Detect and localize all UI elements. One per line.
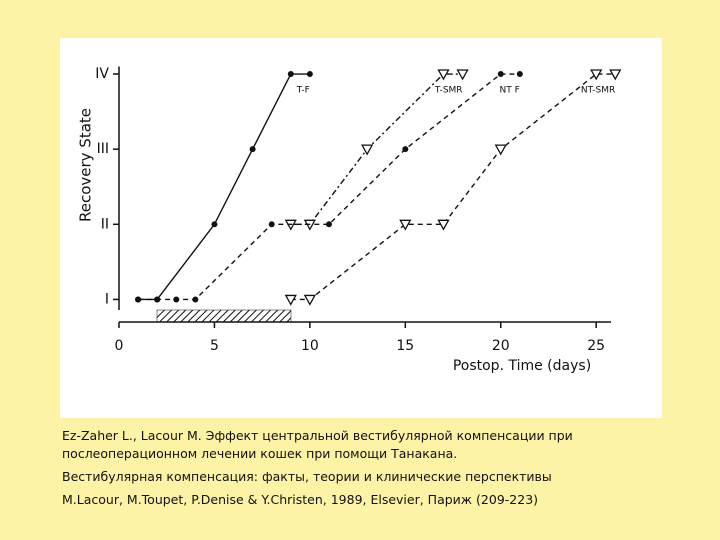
series-line (138, 73, 310, 301)
point (173, 296, 180, 303)
point (325, 221, 332, 228)
caption-line: Ez-Zaher L., Lacour M. Эффект центрально… (62, 428, 573, 443)
point (192, 296, 199, 303)
caption-line: Вестибулярная компенсация: факты, теории… (62, 469, 552, 484)
x-tick-label: 25 (587, 338, 605, 354)
caption-line: послеоперационном лечении кошек при помо… (62, 446, 458, 461)
series-label: NT-SMR (581, 86, 615, 96)
chart: Recovery State Postop. Time (days) IIIII… (60, 38, 662, 418)
y-tick-label: I (105, 291, 109, 307)
series-label: T-SMR (434, 86, 463, 96)
y-tick-label: III (97, 141, 109, 157)
x-tick-label: 15 (396, 338, 414, 354)
x-tick-label: 20 (492, 338, 510, 354)
point (306, 71, 313, 78)
caption-line: M.Lacour, M.Toupet, P.Denise & Y.Christe… (62, 492, 539, 507)
point (211, 221, 218, 228)
y-tick-label: IV (95, 66, 109, 82)
point (154, 296, 161, 303)
point (135, 296, 142, 303)
point (284, 294, 297, 306)
point (268, 221, 275, 228)
point (361, 144, 374, 156)
y-axis-title: Recovery State (77, 108, 95, 222)
x-tick-label: 10 (301, 338, 319, 354)
hatched-period (156, 309, 292, 323)
point (303, 294, 316, 306)
point (494, 144, 507, 156)
plot-background (60, 38, 662, 418)
series-label: NT F (500, 86, 520, 96)
point (437, 69, 450, 81)
point (287, 71, 294, 78)
point (609, 69, 622, 81)
series-label: T-F (296, 86, 310, 96)
point (437, 219, 450, 231)
x-axis-title: Postop. Time (days) (453, 358, 591, 374)
point (399, 219, 412, 231)
point (402, 146, 409, 153)
point (456, 69, 469, 81)
x-tick-label: 5 (210, 338, 219, 354)
point (497, 71, 504, 78)
x-tick-label: 0 (115, 338, 124, 354)
point (249, 146, 256, 153)
point (590, 69, 603, 81)
y-tick-label: II (101, 216, 109, 232)
point (516, 71, 523, 78)
